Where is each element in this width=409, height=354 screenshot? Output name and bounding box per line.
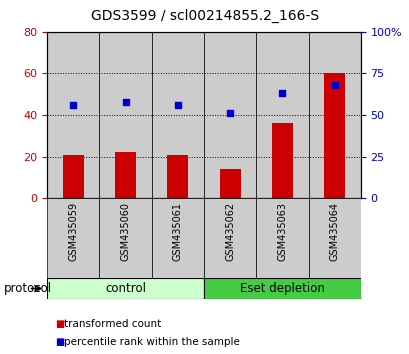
Bar [308, 198, 360, 278]
Text: percentile rank within the sample: percentile rank within the sample [63, 337, 239, 347]
Point [122, 99, 128, 104]
Text: GSM435064: GSM435064 [329, 202, 339, 261]
Bar [204, 198, 256, 278]
Text: GSM435060: GSM435060 [120, 202, 130, 261]
Bar [167, 155, 188, 198]
Bar [47, 278, 204, 299]
Bar [151, 32, 204, 198]
Bar [63, 155, 83, 198]
Bar [204, 32, 256, 198]
Bar [99, 32, 151, 198]
Point [70, 102, 76, 108]
Text: ■: ■ [55, 319, 65, 329]
Text: Eset depletion: Eset depletion [239, 282, 324, 295]
Bar [324, 73, 344, 198]
Text: transformed count: transformed count [63, 319, 160, 329]
Bar [99, 198, 151, 278]
Point [226, 110, 233, 116]
Bar [256, 32, 308, 198]
Bar [219, 169, 240, 198]
Point [330, 82, 337, 88]
Bar [204, 278, 360, 299]
Text: ■: ■ [55, 337, 65, 347]
Bar [151, 198, 204, 278]
Point [174, 102, 181, 108]
Text: protocol: protocol [4, 282, 52, 295]
Text: GSM435063: GSM435063 [277, 202, 287, 261]
Text: GSM435062: GSM435062 [225, 202, 234, 261]
Text: control: control [105, 282, 146, 295]
Bar [115, 153, 136, 198]
Text: GSM435061: GSM435061 [173, 202, 182, 261]
Bar [47, 198, 99, 278]
Bar [47, 32, 99, 198]
Bar [308, 32, 360, 198]
Bar [271, 124, 292, 198]
Point [279, 91, 285, 96]
Text: GSM435059: GSM435059 [68, 202, 78, 261]
Text: GDS3599 / scl00214855.2_166-S: GDS3599 / scl00214855.2_166-S [91, 9, 318, 23]
Bar [256, 198, 308, 278]
